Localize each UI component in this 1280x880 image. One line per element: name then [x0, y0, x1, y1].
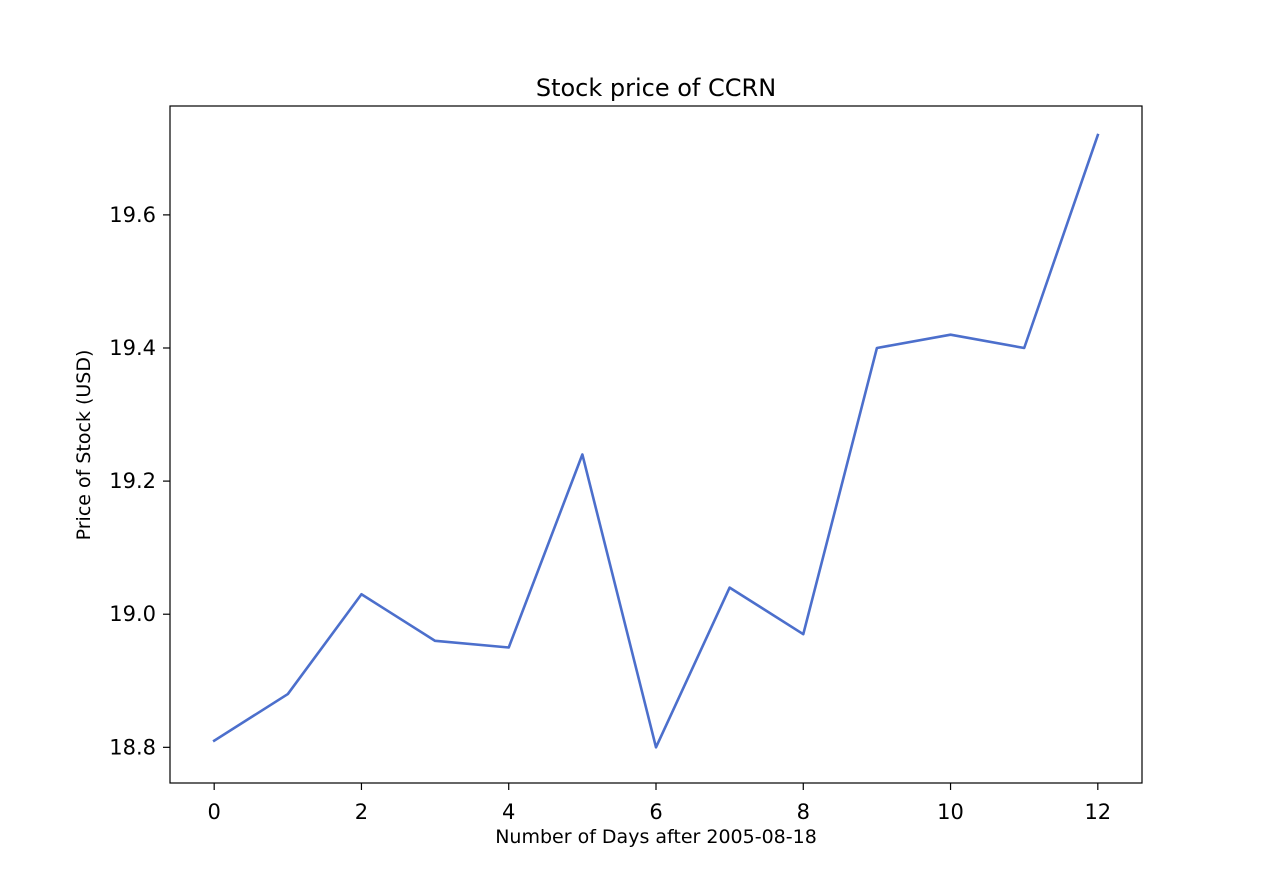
y-tick-label: 19.6 [109, 203, 156, 227]
x-tick-label: 10 [937, 800, 964, 824]
x-axis-label: Number of Days after 2005-08-18 [495, 826, 817, 848]
y-tick-label: 19.0 [109, 602, 156, 626]
plot-area-frame [169, 105, 1143, 784]
x-tick-label: 8 [797, 800, 810, 824]
y-tick-label: 19.4 [109, 336, 156, 360]
y-axis-label: Price of Stock (USD) [73, 350, 95, 541]
x-tick-label: 2 [355, 800, 368, 824]
x-tick-label: 4 [502, 800, 515, 824]
x-axis-ticks: 0 2 4 6 8 10 12 [207, 783, 1111, 824]
price-series-line [212, 133, 1100, 749]
y-tick-label: 19.2 [109, 469, 156, 493]
x-tick-label: 12 [1084, 800, 1111, 824]
y-tick-label: 18.8 [109, 735, 156, 759]
chart-title: Stock price of CCRN [536, 74, 776, 102]
series-layer [212, 133, 1100, 749]
y-axis-ticks: 18.8 19.0 19.2 19.4 19.6 [109, 203, 170, 759]
x-tick-label: 0 [207, 800, 220, 824]
x-tick-label: 6 [649, 800, 662, 824]
